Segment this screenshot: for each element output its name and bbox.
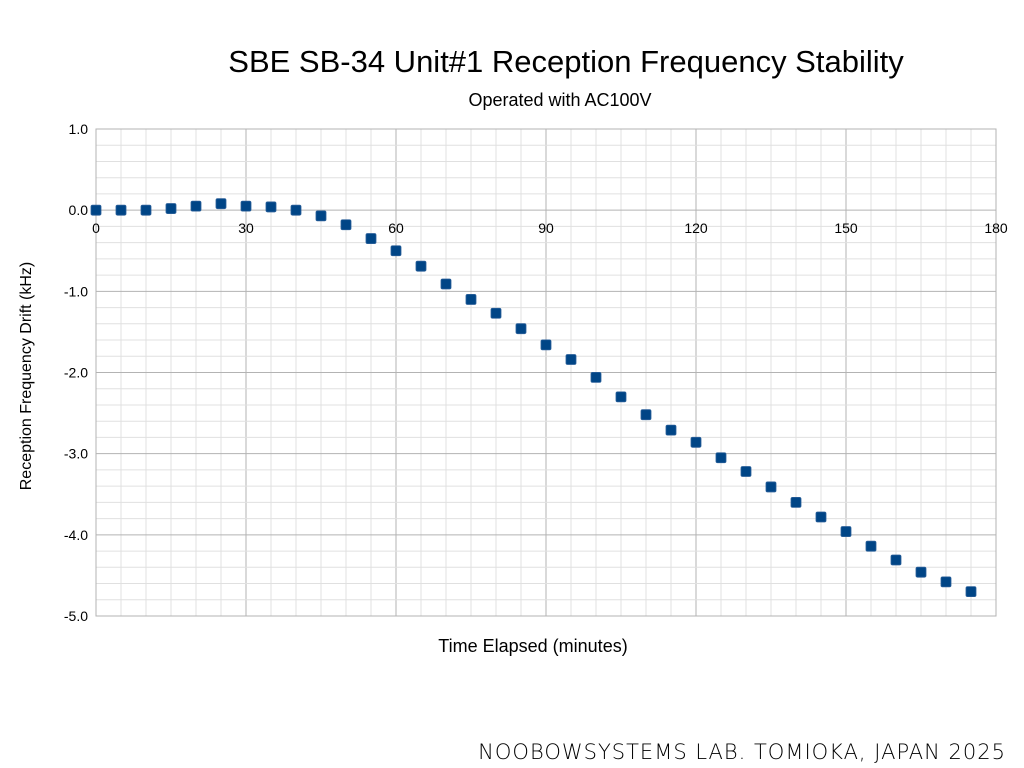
data-point bbox=[465, 294, 477, 305]
data-point bbox=[665, 424, 677, 436]
data-point bbox=[690, 436, 702, 448]
y-tick-label: -3.0 bbox=[64, 446, 88, 462]
data-point bbox=[540, 339, 552, 351]
data-point bbox=[815, 511, 827, 523]
data-points bbox=[90, 198, 977, 598]
chart-title: SBE SB-34 Unit#1 Reception Frequency Sta… bbox=[228, 44, 904, 79]
data-point bbox=[365, 233, 377, 244]
x-tick-label: 30 bbox=[238, 220, 254, 236]
x-tick-label: 0 bbox=[92, 220, 100, 236]
data-point bbox=[740, 466, 752, 477]
x-tick-label: 180 bbox=[984, 220, 1008, 236]
footer-credit: NOOBOWSYSTEMS LAB. TOMIOKA, JAPAN 2025 bbox=[478, 740, 1006, 764]
data-point bbox=[715, 452, 727, 464]
data-point bbox=[340, 219, 352, 231]
y-tick-label: 1.0 bbox=[69, 121, 89, 137]
data-point bbox=[965, 586, 977, 598]
data-point bbox=[640, 409, 652, 421]
data-point bbox=[165, 203, 177, 214]
data-point bbox=[415, 260, 427, 272]
grid bbox=[95, 128, 997, 617]
data-point bbox=[215, 198, 227, 210]
y-tick-label: -5.0 bbox=[64, 608, 88, 624]
y-axis-label: Reception Frequency Drift (kHz) bbox=[18, 262, 35, 491]
x-tick-label: 90 bbox=[538, 220, 554, 236]
axes: 1.0 0.0 -1.0 -2.0 -3.0 -4.0 -5.0 0 30 60 90 120 150 1… bbox=[64, 121, 1008, 624]
data-point bbox=[765, 481, 777, 493]
data-point bbox=[90, 204, 102, 216]
data-point bbox=[615, 391, 627, 403]
data-point bbox=[190, 200, 202, 212]
chart-subtitle: Operated with AC100V bbox=[468, 90, 652, 110]
data-point bbox=[590, 371, 602, 383]
data-point bbox=[565, 354, 577, 365]
x-tick-label: 60 bbox=[388, 220, 404, 236]
data-point bbox=[840, 526, 852, 537]
data-point bbox=[515, 323, 527, 335]
data-point bbox=[915, 566, 927, 578]
x-tick-label: 120 bbox=[684, 220, 708, 236]
data-point bbox=[890, 554, 902, 566]
data-point bbox=[115, 204, 127, 216]
y-tick-label: -4.0 bbox=[64, 527, 88, 543]
data-point bbox=[290, 204, 302, 216]
data-point bbox=[440, 278, 452, 290]
x-tick-label: 150 bbox=[834, 220, 858, 236]
x-axis-label: Time Elapsed (minutes) bbox=[438, 636, 627, 656]
data-point bbox=[140, 204, 152, 216]
data-point bbox=[265, 201, 277, 213]
y-tick-label: 0.0 bbox=[69, 202, 89, 218]
y-tick-label: -1.0 bbox=[64, 283, 88, 299]
data-point bbox=[390, 245, 402, 257]
data-point bbox=[865, 540, 877, 552]
y-tick-label: -2.0 bbox=[64, 365, 88, 381]
data-point bbox=[240, 200, 252, 212]
data-point bbox=[490, 307, 502, 319]
data-point bbox=[790, 496, 802, 508]
plot-border bbox=[95, 128, 997, 617]
data-point bbox=[940, 576, 952, 588]
data-point bbox=[315, 210, 327, 222]
